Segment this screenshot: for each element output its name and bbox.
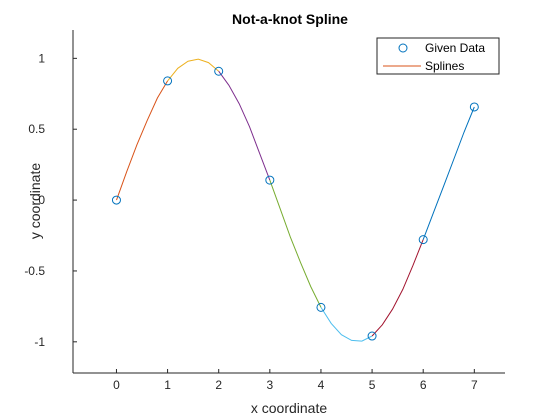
y-tick-label: -1	[34, 335, 45, 349]
legend-label-splines: Splines	[425, 59, 464, 73]
y-tick-label: -0.5	[24, 264, 45, 278]
x-tick-label: 3	[266, 378, 273, 392]
data-point-marker	[316, 302, 326, 312]
data-point-marker	[367, 331, 377, 341]
legend: Given Data Splines	[376, 37, 500, 75]
data-point-marker	[214, 66, 224, 76]
data-point-marker	[163, 76, 173, 86]
y-axis-label: y coordinate	[27, 163, 43, 239]
y-tick-label: 1	[38, 51, 45, 65]
chart-title: Not-a-knot Spline	[232, 11, 348, 27]
plot-area: 0 1 2 3 4 5 6 7 -1 -0.5 0 0.5 1	[24, 30, 505, 392]
legend-box	[376, 37, 500, 75]
x-tick-label: 7	[471, 378, 478, 392]
legend-label-given-data: Given Data	[425, 41, 485, 55]
spline-segment-5	[320, 307, 373, 342]
x-ticks: 0 1 2 3 4 5 6 7	[113, 369, 478, 392]
spline-lines	[116, 58, 475, 342]
spline-segment-6	[371, 239, 424, 337]
data-markers	[111, 66, 479, 341]
x-tick-label: 1	[164, 378, 171, 392]
spline-segment-4	[269, 179, 322, 308]
x-tick-label: 2	[215, 378, 222, 392]
y-ticks: -1 -0.5 0 0.5 1	[24, 51, 77, 349]
legend-marker-given-data	[398, 43, 408, 53]
x-tick-label: 4	[318, 378, 325, 392]
x-tick-label: 0	[113, 378, 120, 392]
spline-segment-3	[218, 70, 271, 181]
x-tick-label: 6	[420, 378, 427, 392]
y-tick-label: 0.5	[28, 122, 45, 136]
spline-segment-1	[116, 80, 169, 201]
x-tick-label: 5	[369, 378, 376, 392]
y-tick-label: 0	[38, 193, 45, 207]
data-point-marker	[469, 102, 479, 112]
spline-segment-7	[422, 106, 475, 240]
spline-segment-2	[167, 58, 220, 82]
x-axis-label: x coordinate	[251, 400, 327, 416]
data-point-marker	[111, 195, 121, 205]
data-point-marker	[418, 235, 428, 245]
data-point-marker	[265, 175, 275, 185]
